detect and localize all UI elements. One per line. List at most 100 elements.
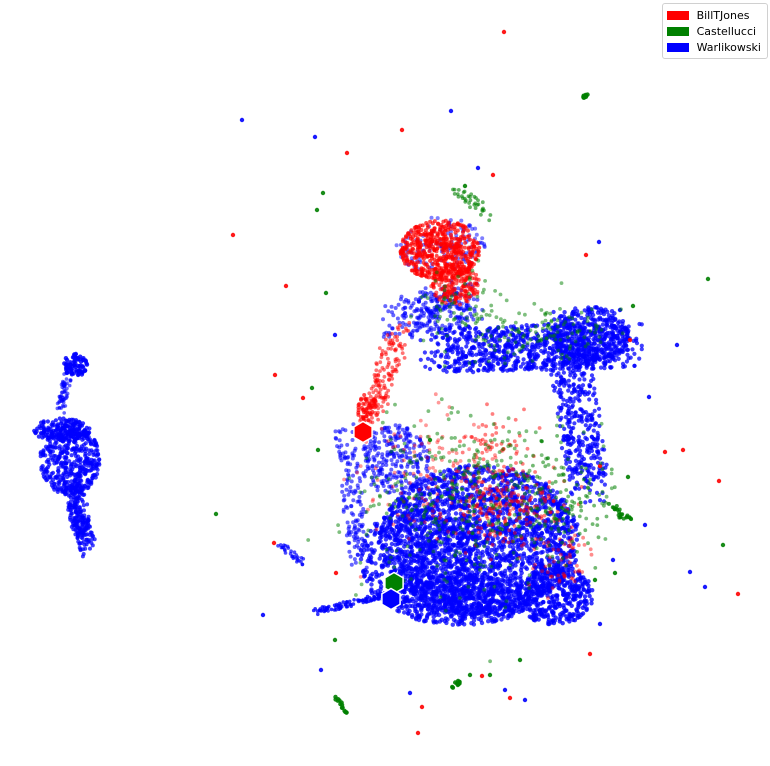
scatter-point <box>446 365 451 370</box>
scatter-point <box>551 603 556 608</box>
scatter-point <box>568 373 573 378</box>
scatter-point <box>639 322 644 327</box>
scatter-point <box>544 529 550 534</box>
scatter-point <box>438 354 443 359</box>
scatter-point <box>448 565 454 570</box>
scatter-point <box>511 583 516 588</box>
scatter-point <box>530 489 535 494</box>
scatter-point <box>557 619 562 624</box>
scatter-point <box>384 555 390 561</box>
scatter-point <box>490 355 496 360</box>
scatter-point <box>490 518 495 524</box>
scatter-point <box>504 532 509 537</box>
scatter-point <box>406 611 411 616</box>
scatter-point <box>489 617 494 623</box>
scatter-point <box>428 541 434 546</box>
scatter-point <box>410 488 416 493</box>
scatter-point <box>422 618 427 623</box>
scatter-point <box>594 397 599 402</box>
scatter-point <box>406 574 411 579</box>
scatter-point <box>445 528 450 533</box>
scatter-point <box>587 322 592 328</box>
scatter-point <box>418 338 423 343</box>
scatter-point <box>626 324 631 329</box>
scatter-point <box>564 449 569 455</box>
scatter-point <box>573 486 578 491</box>
scatter-point <box>496 476 501 481</box>
scatter-point <box>466 330 471 335</box>
scatter-point <box>593 305 598 310</box>
scatter-point <box>554 594 560 599</box>
scatter-point <box>562 383 567 388</box>
scatter-point <box>562 573 567 578</box>
scatter-point <box>405 594 410 600</box>
scatter-point <box>434 529 439 535</box>
scatter-point <box>484 352 489 357</box>
scatter-point <box>528 353 533 359</box>
scatter-point <box>511 602 517 607</box>
scatter-point <box>433 353 438 358</box>
scatter-point <box>440 502 445 507</box>
scatter-point <box>427 366 433 372</box>
scatter-point <box>568 549 574 554</box>
scatter-point <box>571 425 576 431</box>
scatter-point <box>444 499 450 505</box>
scatter-point <box>544 367 549 372</box>
scatter-point <box>530 344 535 350</box>
scatter-point <box>470 364 475 369</box>
scatter-point <box>486 614 491 619</box>
scatter-point <box>410 571 416 577</box>
scatter-point <box>518 553 523 558</box>
scatter-point <box>589 366 595 371</box>
scatter-point <box>450 582 455 588</box>
scatter-point <box>514 509 519 515</box>
scatter-point <box>430 605 435 611</box>
scatter-point <box>632 351 637 356</box>
scatter-point <box>552 563 557 568</box>
scatter-point <box>457 361 462 366</box>
scatter-point <box>497 344 502 349</box>
scatter-point <box>570 554 575 559</box>
scatter-point <box>507 544 513 549</box>
scatter-point <box>521 361 526 366</box>
scatter-point <box>457 469 462 475</box>
scatter-point <box>593 442 598 447</box>
scatter-point <box>490 351 495 356</box>
scatter-point <box>438 566 444 571</box>
scatter-point <box>495 564 501 569</box>
scatter-point <box>507 367 512 372</box>
scatter-point <box>552 535 558 540</box>
scatter-point <box>533 598 539 603</box>
scatter-point <box>577 350 582 355</box>
scatter-point <box>558 408 563 413</box>
scatter-point <box>512 570 517 575</box>
scatter-point <box>572 588 577 594</box>
scatter-point <box>413 615 419 621</box>
scatter-point <box>408 559 413 564</box>
scatter-point <box>402 590 407 595</box>
scatter-point <box>425 356 431 361</box>
scatter-point <box>574 607 579 612</box>
scatter-point <box>378 535 383 540</box>
scatter-point <box>579 371 584 377</box>
scatter-point <box>422 589 428 595</box>
scatter-point <box>585 449 590 454</box>
scatter-point <box>516 537 521 543</box>
scatter-point <box>569 587 574 593</box>
scatter-point <box>554 550 559 555</box>
scatter-point <box>533 565 538 570</box>
scatter-point <box>548 367 553 372</box>
scatter-point <box>464 578 469 583</box>
scatter-point <box>402 552 408 557</box>
scatter-point <box>639 347 644 352</box>
scatter-point <box>416 488 421 494</box>
scatter-point <box>462 534 467 540</box>
scatter-point <box>478 362 483 368</box>
scatter-point <box>402 610 407 615</box>
scatter-point <box>427 600 433 605</box>
scatter-point <box>509 606 514 612</box>
scatter-point <box>401 599 406 605</box>
scatter-point <box>475 548 480 553</box>
scatter-point <box>586 361 591 366</box>
scatter-point <box>461 335 467 340</box>
